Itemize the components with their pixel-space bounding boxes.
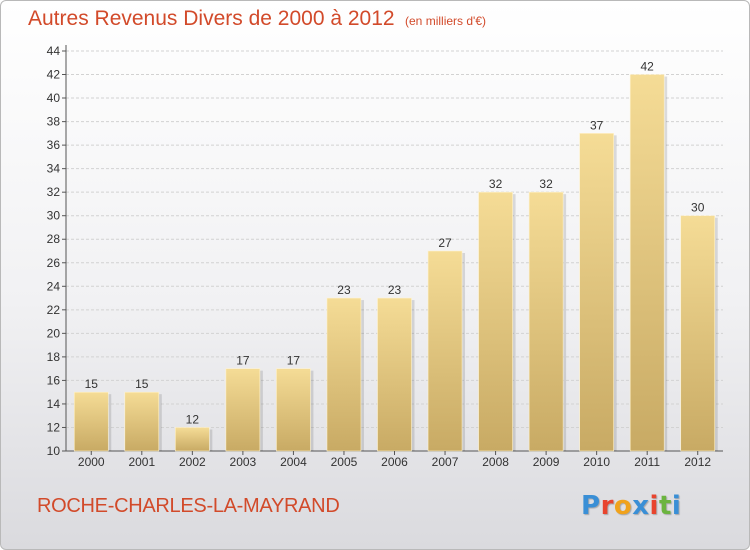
bar: [124, 391, 160, 452]
y-tick-label: 32: [47, 185, 61, 199]
logo-letter: i: [671, 491, 682, 521]
y-tick-label: 40: [47, 91, 61, 105]
proxiti-logo: Proxiti: [581, 491, 681, 521]
y-tick-label: 10: [47, 444, 61, 458]
chart-title: Autres Revenus Divers de 2000 à 2012 (en…: [28, 7, 486, 31]
bar: [427, 250, 463, 452]
y-tick-label: 36: [47, 138, 61, 152]
data-label: 17: [287, 354, 301, 368]
x-tick-label: 2000: [78, 455, 105, 469]
x-tick-label: 2004: [280, 455, 307, 469]
chart-unit-label: (en milliers d'€): [405, 14, 486, 28]
data-label: 37: [590, 118, 604, 132]
bar: [276, 368, 311, 452]
bar: [377, 297, 412, 452]
x-tick-label: 2008: [482, 455, 509, 469]
y-tick-label: 34: [47, 162, 61, 176]
y-tick-label: 26: [47, 256, 61, 270]
x-tick-label: 2002: [179, 455, 206, 469]
commune-name: ROCHE-CHARLES-LA-MAYRAND: [37, 495, 340, 517]
y-tick-label: 18: [47, 350, 61, 364]
y-tick-label: 22: [47, 303, 61, 317]
x-tick-label: 2003: [230, 455, 257, 469]
y-tick-label: 12: [47, 420, 61, 434]
data-label: 30: [691, 201, 705, 215]
logo-letter: P: [581, 491, 601, 521]
bar: [73, 391, 109, 452]
y-tick-label: 42: [47, 68, 61, 82]
x-tick-label: 2001: [128, 455, 155, 469]
data-label: 17: [236, 354, 250, 368]
data-label: 12: [186, 412, 200, 426]
logo-letter: t: [658, 491, 672, 521]
bar: [225, 368, 261, 452]
bar: [629, 74, 665, 452]
bar: [579, 133, 614, 452]
data-label: 15: [85, 377, 99, 391]
chart-title-text: Autres Revenus Divers de 2000 à 2012: [28, 7, 395, 30]
x-tick-label: 2012: [684, 455, 711, 469]
x-tick-label: 2011: [634, 455, 660, 469]
y-tick-label: 14: [47, 397, 61, 411]
data-label: 32: [489, 177, 503, 191]
x-tick-label: 2006: [381, 455, 408, 469]
y-tick-label: 38: [47, 115, 61, 129]
logo-letter: i: [649, 491, 659, 521]
data-label: 23: [337, 283, 351, 297]
y-tick-label: 28: [47, 232, 61, 246]
bar: [478, 191, 513, 452]
y-tick-label: 16: [47, 373, 61, 387]
data-label: 32: [539, 177, 553, 191]
x-tick-label: 2007: [432, 455, 459, 469]
bar: [680, 215, 716, 452]
x-tick-label: 2005: [331, 455, 358, 469]
bar: [175, 427, 210, 452]
data-label: 27: [438, 236, 452, 250]
bar: [326, 297, 362, 452]
x-tick-label: 2009: [533, 455, 560, 469]
logo-letter: r: [600, 491, 614, 521]
logo-letter: x: [632, 491, 650, 521]
data-label: 15: [135, 377, 149, 391]
data-label: 23: [388, 283, 402, 297]
logo-letter: o: [613, 491, 633, 521]
y-tick-label: 44: [47, 44, 61, 58]
bar: [528, 191, 564, 452]
y-tick-label: 30: [47, 209, 61, 223]
y-tick-label: 20: [47, 326, 61, 340]
y-tick-label: 24: [47, 279, 61, 293]
x-tick-label: 2010: [583, 455, 610, 469]
data-label: 42: [641, 60, 655, 74]
